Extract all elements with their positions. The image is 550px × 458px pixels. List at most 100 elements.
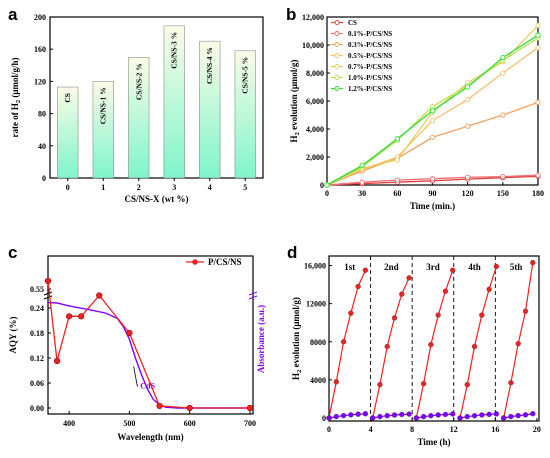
series-line: [459, 266, 497, 419]
data-point: [530, 411, 536, 417]
x-tick-label: 12: [450, 425, 458, 434]
data-point: [359, 179, 365, 185]
data-point: [508, 380, 514, 386]
axis-break: [248, 295, 258, 300]
data-point: [429, 103, 436, 110]
y-axis-label: H2 evolution (μmol/g): [289, 60, 301, 143]
data-point: [394, 136, 400, 142]
axis-break: [43, 295, 53, 300]
x-tick-label: 4: [208, 183, 212, 192]
cycle-label: 1st: [344, 262, 355, 272]
y-tick-label: 4,000: [306, 125, 324, 134]
data-point: [535, 45, 541, 51]
data-point: [413, 415, 419, 421]
y-tick-label: 0: [320, 181, 324, 190]
data-point: [500, 70, 506, 76]
data-point: [428, 413, 434, 419]
data-point: [420, 414, 427, 420]
absorbance-curve: [47, 301, 250, 409]
data-point: [66, 313, 73, 320]
data-point: [44, 277, 52, 285]
annotation-cds: CdS: [140, 382, 155, 391]
data-point: [96, 292, 103, 299]
data-point: [479, 312, 485, 318]
data-point: [384, 413, 390, 419]
cycle-label: 2nd: [384, 262, 399, 272]
y-tick-label: 40: [38, 142, 46, 151]
data-point: [493, 263, 500, 270]
data-point: [465, 123, 471, 129]
data-point: [435, 412, 441, 418]
y-tick-label: 4000: [310, 376, 326, 385]
data-point: [429, 176, 436, 182]
axis-break: [43, 291, 53, 296]
data-point: [508, 413, 514, 420]
data-point: [53, 357, 61, 365]
plot-frame: [328, 255, 540, 422]
y-tick-label: 0.24: [30, 304, 44, 313]
legend-label: CS: [348, 19, 357, 27]
cycle-label: 5th: [510, 262, 523, 272]
legend-label: 1.0%-P/CS/NS: [348, 74, 392, 82]
x-tick-label: 700: [244, 419, 256, 428]
data-point: [391, 315, 398, 321]
data-point: [450, 267, 456, 273]
panel-c: c 0.00 0.06 0.12 0.18 0.24 0.55 400 500 600 700 Wa…: [8, 243, 266, 442]
data-point: [429, 134, 436, 141]
data-point: [479, 412, 485, 418]
data-point: [399, 411, 405, 418]
series-line: [372, 277, 410, 419]
data-point: [465, 96, 471, 103]
y-tick-label: 6,000: [306, 97, 324, 106]
data-point: [246, 404, 254, 412]
data-point: [355, 411, 361, 417]
y-tick-label: 0: [42, 174, 46, 183]
panel-letter-d: d: [287, 243, 297, 262]
x-tick-label: 2: [137, 183, 141, 192]
data-point: [384, 343, 390, 350]
legend-marker: [334, 31, 340, 36]
data-point: [362, 267, 369, 273]
data-point: [450, 411, 456, 417]
data-point: [465, 174, 471, 180]
bar-label: CS/NS-5 %: [241, 57, 250, 94]
y-axis-label-left: AQY (%): [8, 317, 18, 354]
y-tick-label: 0.55: [30, 285, 44, 294]
x-tick-label: 20: [533, 425, 541, 434]
x-tick-label: 500: [123, 419, 135, 428]
data-point: [522, 308, 529, 314]
data-point: [535, 32, 541, 38]
data-point: [359, 162, 365, 169]
x-tick-label: 600: [184, 419, 196, 428]
data-point: [500, 54, 506, 61]
data-point: [464, 414, 470, 420]
cycle-label: 4th: [468, 262, 481, 272]
data-point: [429, 117, 436, 124]
data-point: [362, 411, 369, 417]
plot-frame: [47, 255, 254, 415]
panel-letter-c: c: [8, 243, 17, 262]
data-point: [471, 413, 478, 419]
legend-label: 0.5%-P/CS/NS: [348, 52, 392, 60]
bar-label: CS/NS-1 %: [99, 87, 108, 124]
x-axis-label: Wavelength (nm): [117, 432, 183, 442]
x-tick-label: 120: [462, 189, 474, 198]
y-tick-label: 0.12: [30, 354, 44, 363]
x-axis-label: Time (min.): [410, 201, 455, 211]
axis-break: [248, 291, 258, 296]
data-point: [500, 112, 506, 118]
panel-a: a CS 0 CS/NS-1 % 1 CS/NS-2 % 2 CS/NS-3 % 3 CS/NS…: [8, 5, 264, 204]
x-tick-label: 90: [429, 189, 437, 198]
y-tick-label: 16,000: [304, 262, 326, 271]
y-tick-label: 0.00: [30, 404, 44, 413]
legend-label: P/CS/NS: [208, 257, 242, 267]
legend-marker: [334, 64, 340, 69]
legend-label: 0.3%-P/CS/NS: [348, 41, 392, 49]
series-line: [503, 262, 534, 419]
y-tick-label: 12000: [306, 300, 326, 309]
panel-b: b 0 30 60 90 120 150 180 0 2,000 4,000 6,000 8,000 1…: [286, 5, 544, 211]
data-point: [530, 260, 536, 266]
data-point: [535, 22, 541, 29]
data-point: [340, 339, 347, 345]
data-point: [126, 329, 133, 337]
